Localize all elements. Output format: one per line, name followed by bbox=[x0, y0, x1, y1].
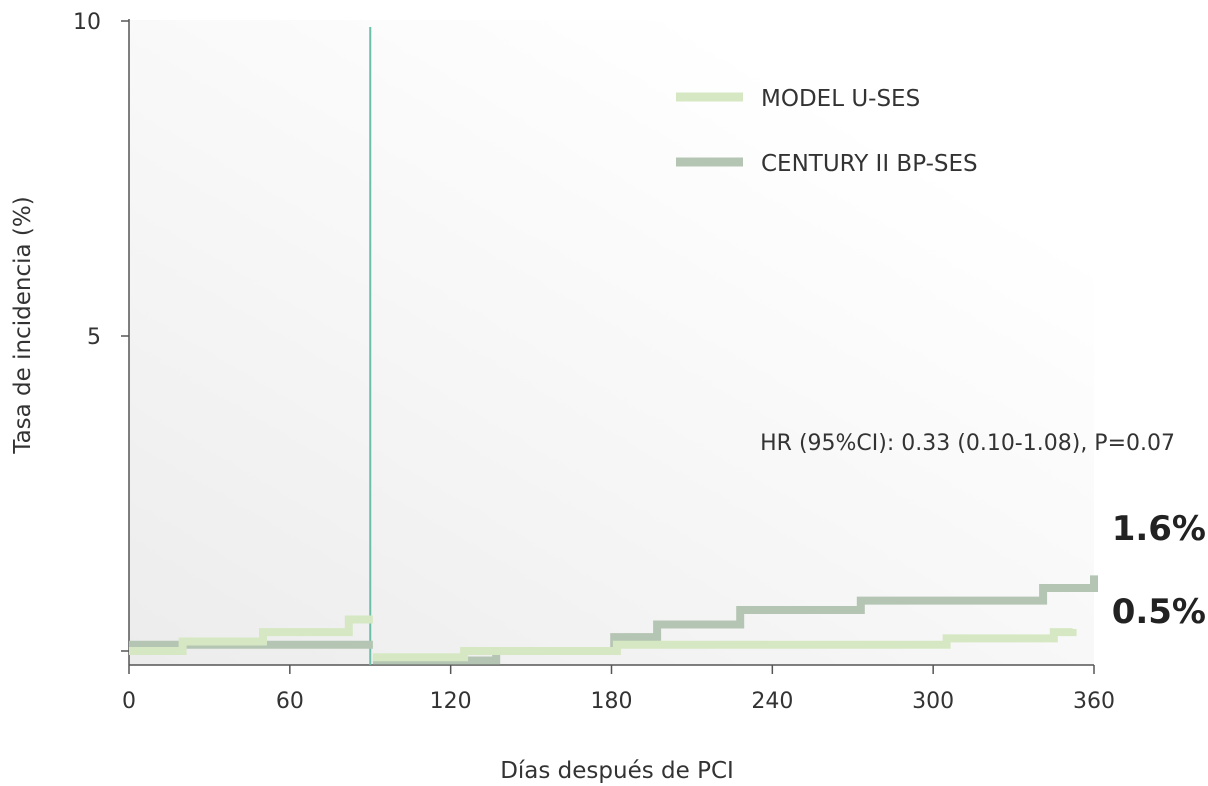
x-tick-label: 300 bbox=[912, 689, 954, 714]
series-line-model-u-ses-segment-2 bbox=[372, 628, 1077, 662]
x-tick-label: 180 bbox=[591, 689, 633, 714]
y-axis-title: Tasa de incidencia (%) bbox=[10, 196, 36, 454]
x-tick-label: 0 bbox=[122, 689, 136, 714]
series-layer bbox=[129, 575, 1098, 665]
y-tick-label: 5 bbox=[87, 325, 101, 350]
end-label-century-ii-bp-ses: 1.6% bbox=[1112, 509, 1206, 549]
hazard-ratio-annotation: HR (95%CI): 0.33 (0.10-1.08), P=0.07 bbox=[760, 431, 1175, 456]
legend-label-model-u-ses: MODEL U-SES bbox=[761, 86, 920, 112]
x-axis-title: Días después de PCI bbox=[500, 758, 734, 784]
y-tick-label: 10 bbox=[73, 10, 101, 35]
series-line-model-u-ses-segment-1 bbox=[129, 615, 373, 655]
end-label-model-u-ses: 0.5% bbox=[1112, 592, 1206, 632]
x-tick-label: 120 bbox=[430, 689, 472, 714]
x-tick-label: 60 bbox=[276, 689, 304, 714]
axes: 5 10 0 60 120 180 240 300 360 bbox=[73, 10, 1115, 714]
x-tick-label: 240 bbox=[751, 689, 793, 714]
x-tick-label: 360 bbox=[1073, 689, 1115, 714]
legend-label-century-ii-bp-ses: CENTURY II BP-SES bbox=[761, 151, 978, 177]
plot-background bbox=[129, 20, 1094, 665]
legend: MODEL U-SES CENTURY II BP-SES bbox=[676, 86, 978, 177]
